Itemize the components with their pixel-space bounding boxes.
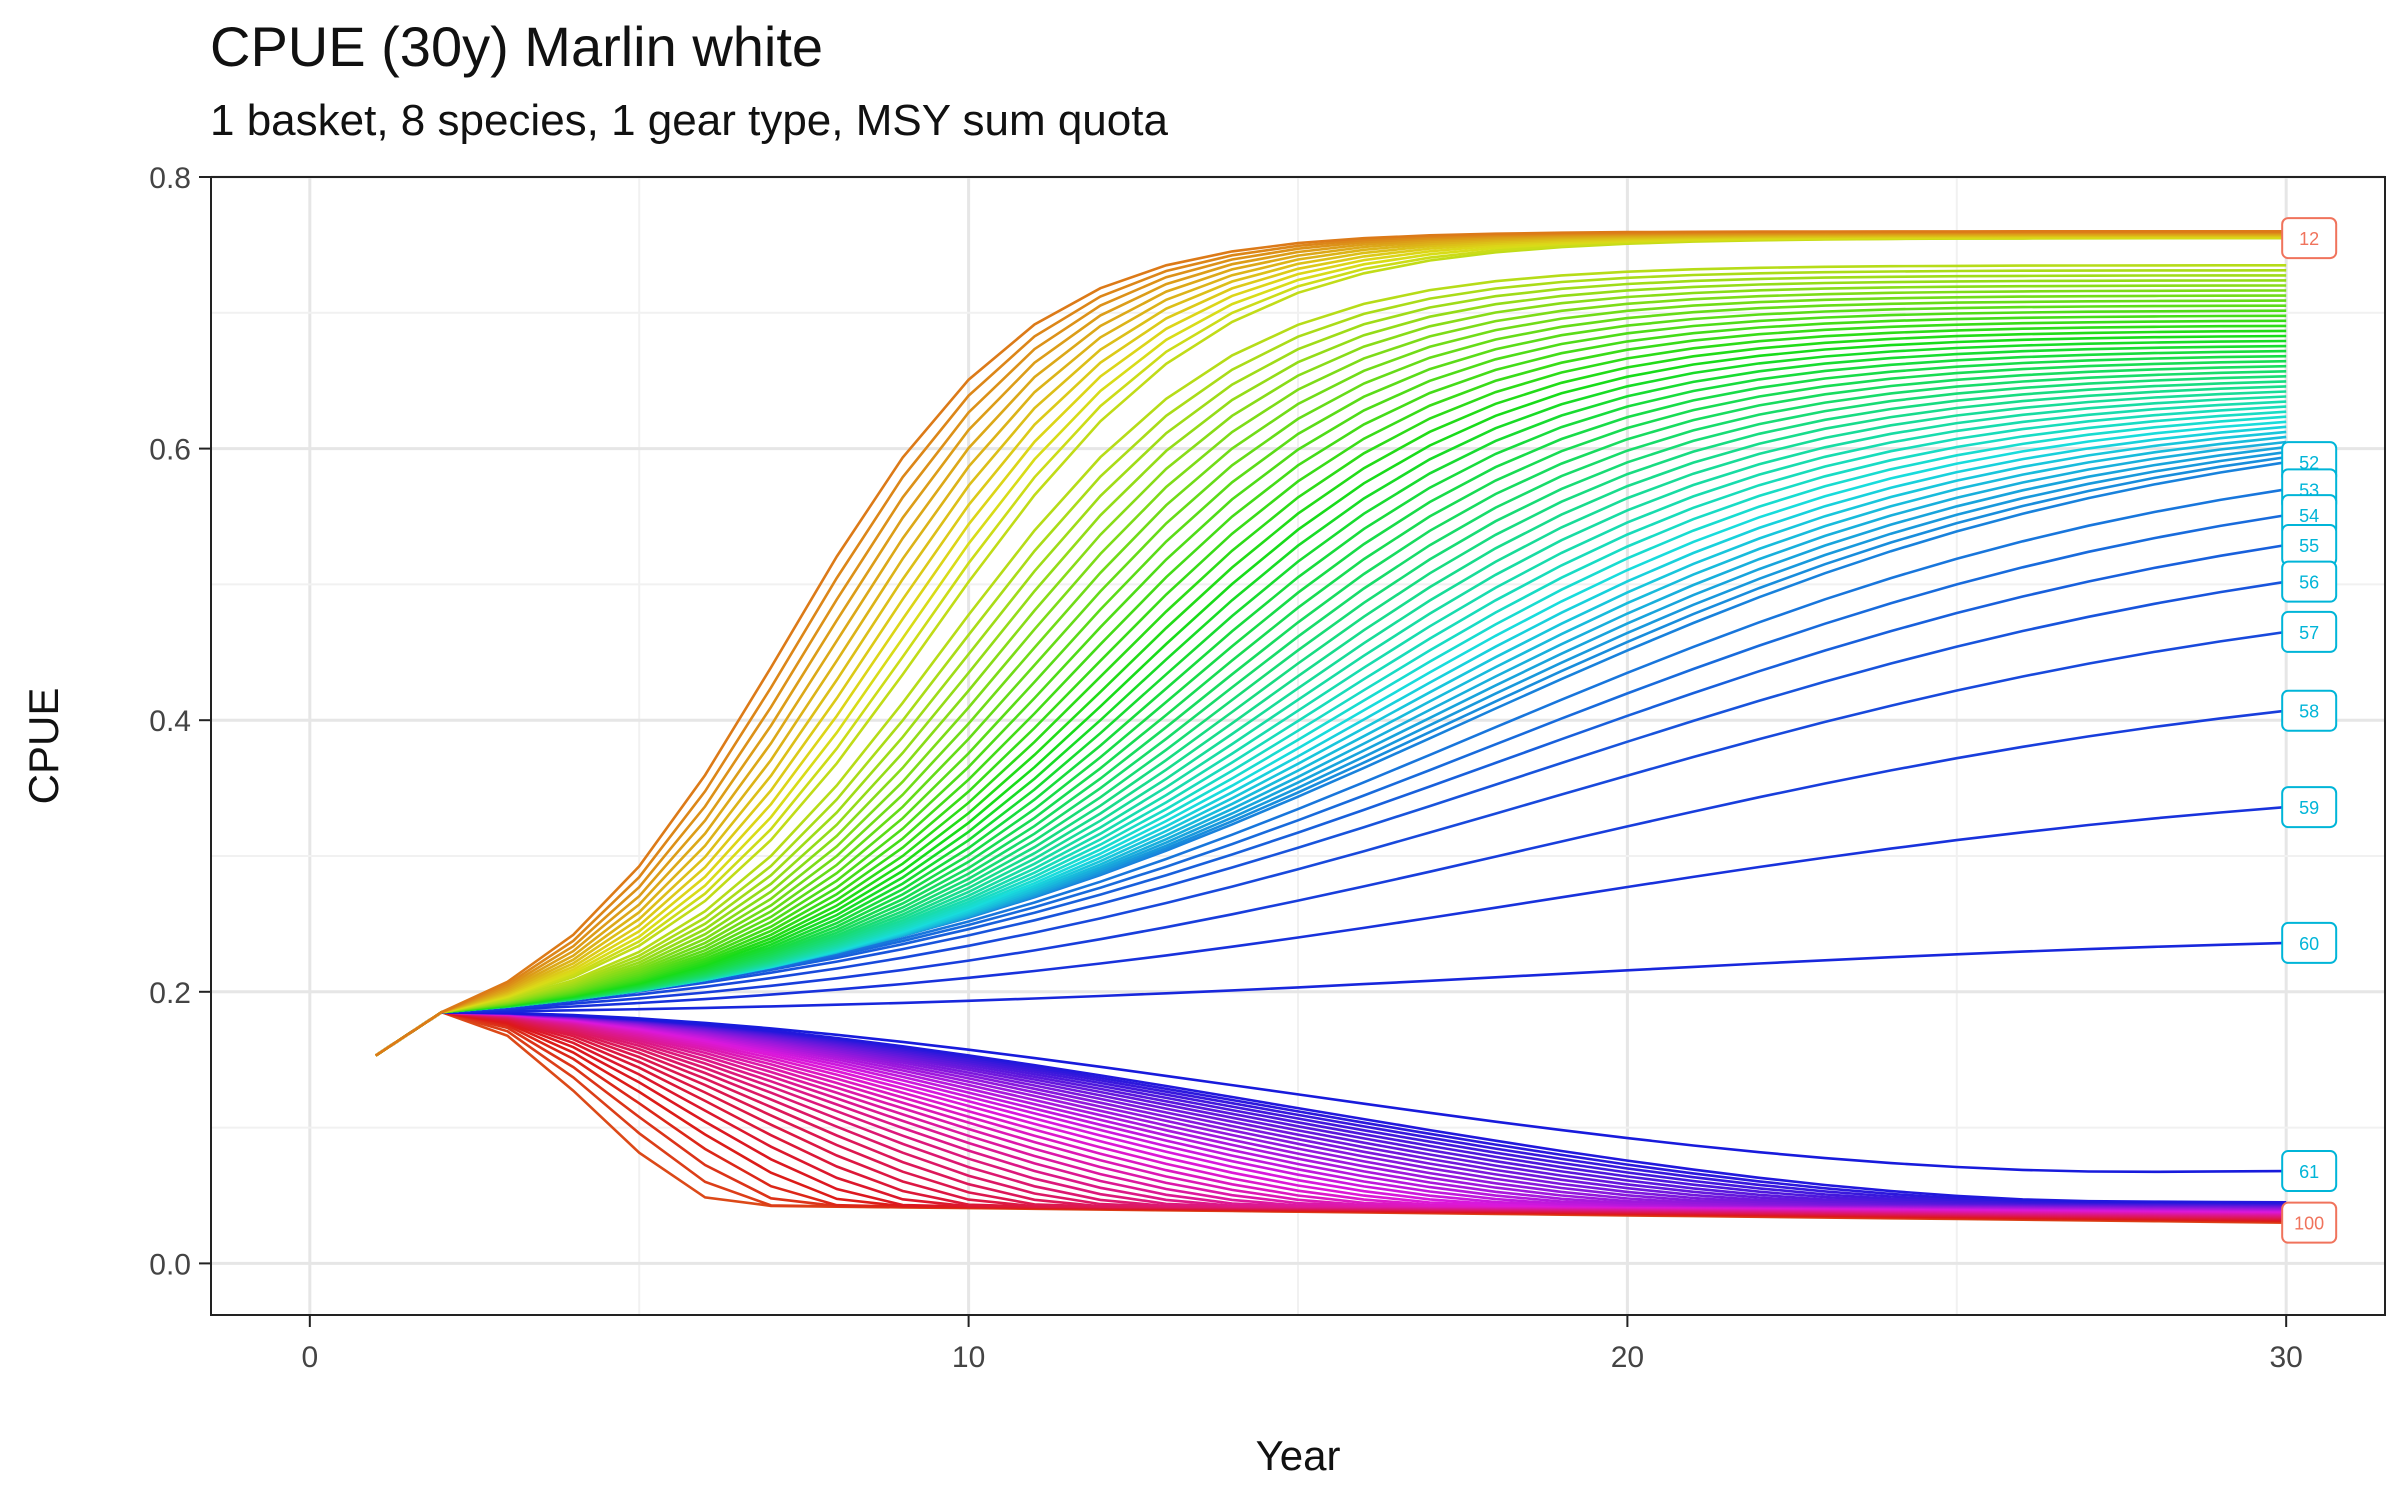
series-end-label-box [2281, 921, 2338, 964]
series-line [374, 1010, 2287, 1174]
series-end-label-text: 57 [2299, 623, 2319, 643]
series-end-label: 57 [2281, 610, 2338, 653]
chart-subtitle: 1 basket, 8 species, 1 gear type, MSY su… [210, 96, 1168, 145]
series-line [374, 289, 2287, 1057]
series-end-label-text: 12 [2299, 229, 2319, 249]
series-end-label-text: 61 [2299, 1162, 2319, 1182]
y-tick-label: 0.4 [149, 705, 191, 738]
series-end-label-text: 59 [2299, 798, 2319, 818]
y-axis-title: CPUE [20, 688, 67, 805]
series-end-label-box [2281, 689, 2338, 732]
axis-ticks: 0 10 20 30 0.0 0.2 0.4 0.6 0.8 [149, 162, 2303, 1374]
series-line [374, 299, 2287, 1057]
series-line [374, 329, 2287, 1057]
series-end-label-box [2281, 1201, 2338, 1244]
x-tick-label: 20 [1611, 1341, 1644, 1374]
series-end-label-text: 56 [2299, 573, 2319, 593]
y-tick-label: 0.2 [149, 977, 191, 1010]
y-tick-label: 0.0 [149, 1248, 191, 1281]
series-line [374, 230, 2287, 1057]
series-end-label: 100 [2281, 1201, 2338, 1244]
x-axis-title: Year [1256, 1432, 1341, 1479]
plot-frame [210, 176, 2386, 1316]
series-line [374, 294, 2287, 1057]
series-end-label-box [2281, 560, 2338, 603]
series-end-label-text: 58 [2299, 702, 2319, 722]
series-line [374, 309, 2287, 1057]
series-line [374, 941, 2287, 1057]
chart-title: CPUE (30y) Marlin white [210, 15, 824, 78]
series-line [374, 324, 2287, 1057]
series-end-label-text: 52 [2299, 453, 2319, 473]
series-end-label-text: 55 [2299, 536, 2319, 556]
series-line [374, 334, 2287, 1057]
series-end-label-box [2281, 610, 2338, 653]
series-line [374, 580, 2287, 1057]
series-line [374, 630, 2287, 1057]
series-end-label-text: 60 [2299, 934, 2319, 954]
y-tick-label: 0.8 [149, 162, 191, 195]
series-end-label-box [2281, 786, 2338, 829]
series-end-label-box [2281, 217, 2338, 260]
series-end-label: 61 [2281, 1150, 2338, 1193]
series-end-label-box [2281, 1150, 2338, 1193]
series-end-label: 58 [2281, 689, 2338, 732]
series-line [374, 279, 2287, 1057]
series-end-label: 56 [2281, 560, 2338, 603]
series-line [374, 284, 2287, 1057]
x-tick-label: 30 [2269, 1341, 2302, 1374]
series-end-label-text: 100 [2294, 1214, 2324, 1234]
x-tick-label: 0 [301, 1341, 318, 1374]
series-line [374, 344, 2287, 1057]
series-line [374, 339, 2287, 1057]
series-line [374, 314, 2287, 1057]
series-line [374, 805, 2287, 1057]
series-line [374, 304, 2287, 1057]
series-line [374, 319, 2287, 1057]
series-end-label-text: 54 [2299, 506, 2319, 526]
series-lines [374, 230, 2287, 1224]
series-end-label: 59 [2281, 786, 2338, 829]
series-line [374, 263, 2287, 1057]
series-end-label: 55 [2281, 524, 2338, 567]
y-tick-label: 0.6 [149, 434, 191, 467]
series-end-label: 60 [2281, 921, 2338, 964]
series-end-label: 12 [2281, 217, 2338, 260]
series-line [374, 268, 2287, 1057]
series-line [374, 274, 2287, 1057]
series-line [374, 349, 2287, 1057]
x-tick-label: 10 [952, 1341, 985, 1374]
series-line [374, 709, 2287, 1057]
